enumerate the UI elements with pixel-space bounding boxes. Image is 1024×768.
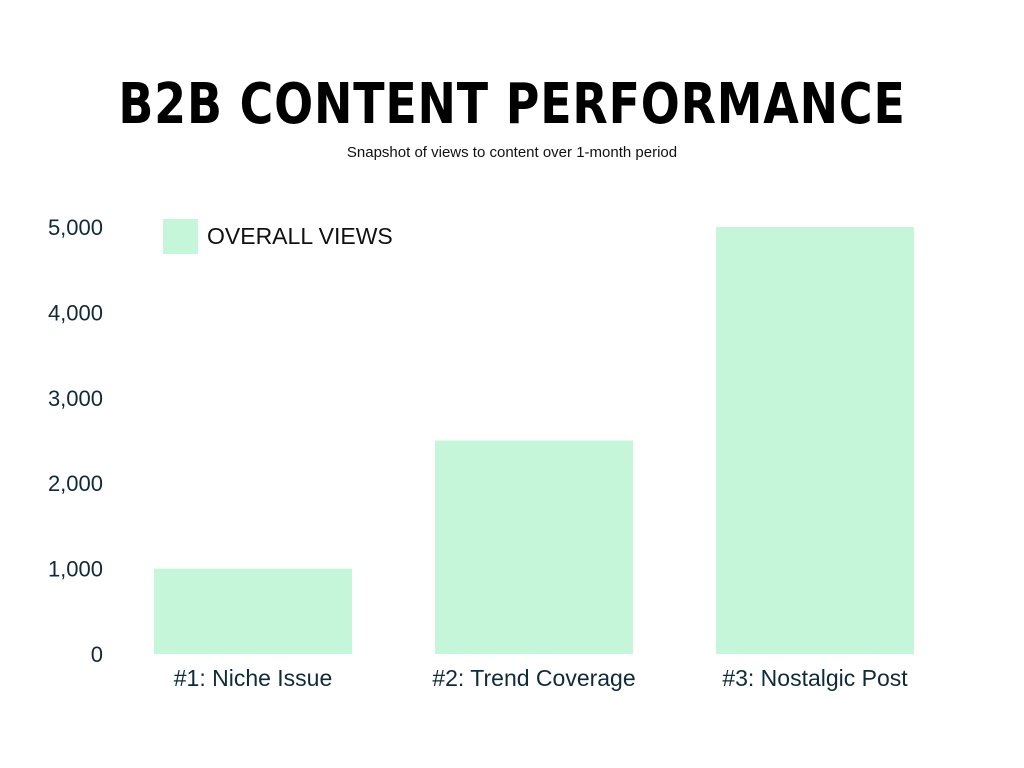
y-tick-label: 4,000 bbox=[48, 300, 103, 325]
bar-1 bbox=[154, 568, 352, 654]
y-tick-label: 3,000 bbox=[48, 386, 103, 411]
x-tick-label-2: #2: Trend Coverage bbox=[432, 665, 635, 691]
x-axis-ticks: #1: Niche Issue #2: Trend Coverage #3: Nos… bbox=[174, 665, 909, 691]
y-axis-ticks: 0 1,000 2,000 3,000 4,000 5,000 bbox=[48, 215, 103, 667]
bar-2 bbox=[435, 440, 633, 654]
legend-swatch bbox=[163, 219, 198, 254]
y-tick-label: 2,000 bbox=[48, 471, 103, 496]
bars-group bbox=[154, 227, 914, 654]
y-tick-label: 0 bbox=[91, 642, 103, 667]
x-tick-label-3: #3: Nostalgic Post bbox=[722, 665, 908, 691]
y-tick-label: 1,000 bbox=[48, 557, 103, 582]
y-tick-label: 5,000 bbox=[48, 215, 103, 240]
legend-label: OVERALL VIEWS bbox=[207, 223, 393, 249]
chart-subtitle: Snapshot of views to content over 1-mont… bbox=[346, 144, 678, 161]
chart-title: B2B CONTENT PERFORMANCE bbox=[118, 72, 906, 137]
legend: OVERALL VIEWS bbox=[163, 219, 393, 254]
x-tick-label-1: #1: Niche Issue bbox=[174, 665, 333, 691]
bar-3 bbox=[716, 227, 914, 654]
